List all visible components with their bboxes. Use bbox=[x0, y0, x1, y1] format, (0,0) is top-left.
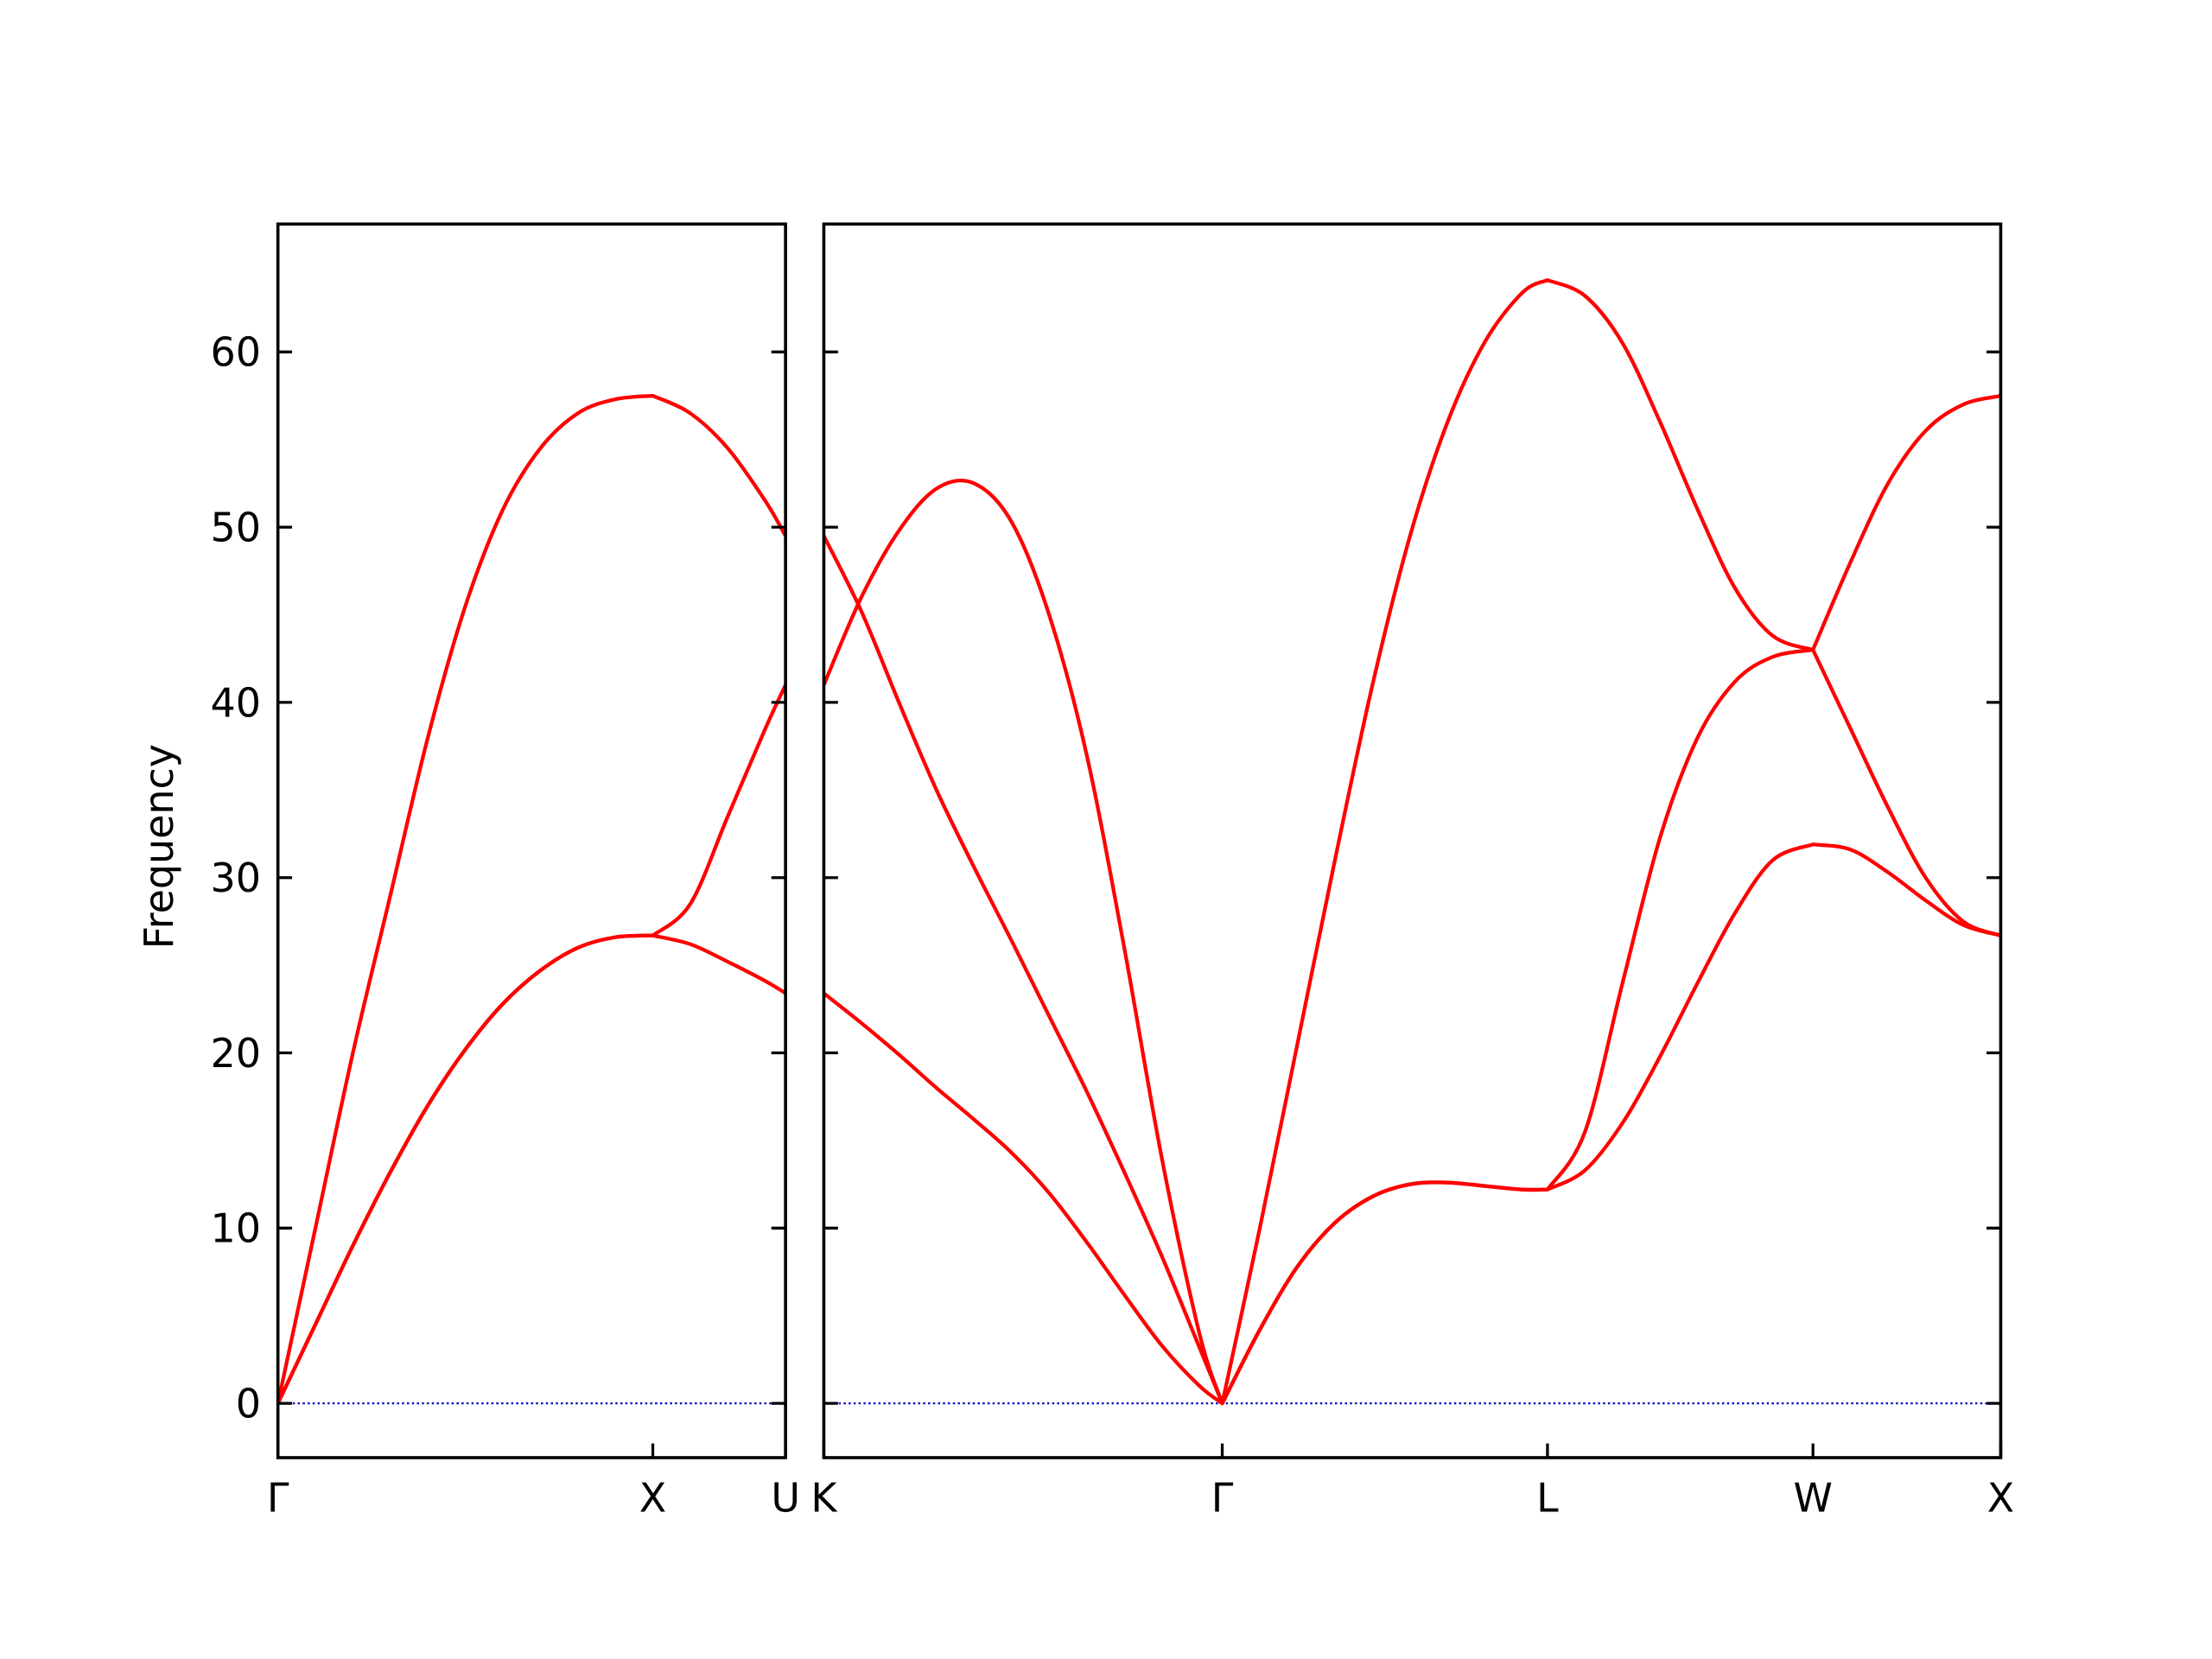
y-tick-label: 0 bbox=[236, 1381, 261, 1427]
y-tick-label: 60 bbox=[210, 329, 260, 376]
y-tick-label: 50 bbox=[210, 505, 260, 551]
x-tick-label: X bbox=[639, 1474, 666, 1521]
plot-frame bbox=[276, 222, 787, 1459]
x-tick-label: Γ bbox=[267, 1474, 289, 1521]
y-tick-label: 20 bbox=[210, 1030, 260, 1077]
band-line bbox=[823, 535, 2001, 1406]
x-tick-label: L bbox=[1536, 1474, 1559, 1521]
x-tick-label: U bbox=[771, 1474, 800, 1521]
x-tick-label: X bbox=[1987, 1474, 2014, 1521]
band-line bbox=[823, 278, 2001, 1406]
x-tick-label: W bbox=[1793, 1474, 1832, 1521]
plot-frame bbox=[822, 222, 2003, 1459]
y-tick-label: 40 bbox=[210, 679, 260, 726]
y-tick-label: 30 bbox=[210, 855, 260, 901]
x-tick-label: Γ bbox=[1211, 1474, 1234, 1521]
band-line bbox=[277, 933, 786, 1405]
band-line bbox=[277, 393, 786, 1404]
y-axis-label: Frequency bbox=[136, 744, 182, 949]
y-tick-label: 10 bbox=[210, 1205, 260, 1252]
x-tick-label: K bbox=[810, 1474, 838, 1521]
band-line bbox=[823, 842, 2001, 1406]
band-line bbox=[277, 683, 786, 1405]
